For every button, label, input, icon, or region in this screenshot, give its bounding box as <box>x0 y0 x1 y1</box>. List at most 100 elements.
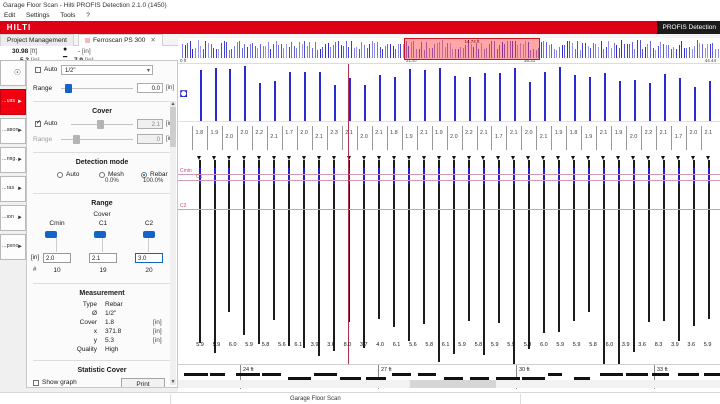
range-c2-value[interactable]: 3.0 <box>135 253 163 263</box>
rebar-marker[interactable] <box>243 160 246 335</box>
tab-project-management[interactable]: Project Management <box>0 34 74 46</box>
range-cmin-value[interactable]: 2.0 <box>43 253 71 263</box>
rebar-marker[interactable] <box>393 160 396 328</box>
menu-item-tools[interactable]: Tools <box>60 12 76 19</box>
rebar-marker[interactable] <box>677 160 680 341</box>
rebar-marker[interactable] <box>647 160 650 322</box>
scroll-down-icon[interactable]: ▼ <box>170 379 176 385</box>
spacing-value-label: 5.8 <box>589 342 597 348</box>
slider-thumb[interactable] <box>94 231 106 238</box>
rebar-marker[interactable] <box>692 160 695 326</box>
measurement-value: High <box>105 346 119 353</box>
tab-close-icon[interactable]: ✕ <box>150 37 156 44</box>
detection-mode-auto-radio[interactable] <box>57 172 63 178</box>
rail-button-measure[interactable]: ☉ <box>0 60 26 86</box>
rebar-marker[interactable] <box>318 160 321 356</box>
rail-button-results[interactable]: ...ults ► <box>0 89 26 115</box>
cover-auto-checkbox[interactable] <box>35 119 41 127</box>
rebar-marker[interactable] <box>423 160 426 324</box>
rebar-marker[interactable] <box>273 160 276 320</box>
rebar-arrow-icon <box>571 156 576 160</box>
rebar-marker[interactable] <box>617 160 620 368</box>
rebar-marker[interactable] <box>453 160 455 355</box>
panel-scrollbar[interactable]: ▲ ▼ <box>170 101 176 385</box>
rebar-marker[interactable] <box>363 160 366 348</box>
rebar-marker[interactable] <box>333 160 336 352</box>
rebar-marker[interactable] <box>438 160 440 362</box>
rebar-marker[interactable] <box>303 160 306 349</box>
slider-thumb[interactable] <box>65 84 72 93</box>
cover-separator <box>296 126 298 150</box>
overview-bar <box>280 43 282 58</box>
slider-thumb[interactable] <box>45 231 57 238</box>
rebar-marker[interactable] <box>542 160 545 333</box>
show-graph-checkbox[interactable] <box>33 380 39 386</box>
rebar-marker[interactable] <box>632 160 635 352</box>
rebar-marker[interactable] <box>378 160 381 319</box>
tab-ferroscan[interactable]: Ferroscan PS 300 ✕ <box>78 34 163 46</box>
rebar-marker[interactable] <box>258 160 261 344</box>
range-c2-slider[interactable] <box>127 227 171 253</box>
scan-cursor[interactable] <box>348 64 349 364</box>
scan-overview-strip[interactable]: 14.74 ft 0 ft 44.44 21.57 36.31 <box>178 38 720 64</box>
overview-bar <box>468 40 469 58</box>
rebar-marker[interactable] <box>228 160 231 312</box>
rebar-arrow-icon <box>706 156 710 160</box>
rebar-marker[interactable] <box>707 160 710 319</box>
range-cmin-slider[interactable] <box>35 227 79 253</box>
rebar-marker[interactable] <box>497 160 500 324</box>
diameter-range-slider[interactable] <box>61 83 133 93</box>
scan-view: 14.74 ft 0 ft 44.44 21.57 36.31 ◘ 1.8 1.9… <box>178 38 720 404</box>
rail-button-snapshots[interactable]: ...pshots ► <box>0 234 26 260</box>
overview-bar <box>228 49 230 58</box>
rebar-marker[interactable] <box>557 160 560 333</box>
rail-button-cameras[interactable]: ...ras ► <box>0 176 26 202</box>
signal-bar <box>633 80 636 121</box>
range-c1-value[interactable]: 2.1 <box>89 253 117 263</box>
print-button[interactable]: Print <box>121 378 165 387</box>
menu-item-settings[interactable]: Settings <box>26 12 50 19</box>
rebar-marker[interactable] <box>468 160 470 321</box>
rebar-marker[interactable] <box>408 160 411 341</box>
panel-scrollbar-thumb[interactable] <box>170 107 176 147</box>
rebar-marker[interactable] <box>662 160 665 321</box>
rebar-marker[interactable] <box>482 160 485 355</box>
detection-mode-mesh-radio[interactable] <box>99 172 105 178</box>
rebar-marker[interactable] <box>587 160 590 313</box>
chevron-right-icon: ► <box>17 99 23 105</box>
overview-selection[interactable]: 14.74 ft <box>404 38 540 60</box>
rebar-marker[interactable] <box>527 160 530 350</box>
menu-item-help[interactable]: ? <box>86 12 90 19</box>
rebar-arrow-icon <box>406 156 411 160</box>
rebar-marker[interactable] <box>198 160 201 343</box>
rebar-marker[interactable] <box>602 160 605 369</box>
scan-plot[interactable]: ◘ 1.8 1.9 2.0 2.0 2.2 2.1 1.7 2.0 2.1 2.3 2.1 2.0 2.… <box>178 64 720 369</box>
range-c1-slider[interactable] <box>81 227 125 253</box>
rail-button-config[interactable]: ...nfig. ► <box>0 147 26 173</box>
rebar-marker[interactable] <box>572 160 575 321</box>
overview-bar <box>530 49 532 58</box>
detection-mode-rebar-radio[interactable] <box>141 172 147 178</box>
overview-bar <box>553 49 555 58</box>
rail-button-evaluation[interactable]: ...ation ► <box>0 118 26 144</box>
diameter-select[interactable]: 1/2" ▾ <box>61 65 153 75</box>
cover-separator <box>221 126 223 150</box>
rebar-marker[interactable] <box>512 160 515 366</box>
menu-item-edit[interactable]: Edit <box>4 12 16 19</box>
slider-thumb[interactable] <box>97 120 104 129</box>
rail-button-section[interactable]: ...ion ► <box>0 205 26 231</box>
range-column-c2-label: C2 <box>144 220 154 227</box>
rebar-marker[interactable] <box>288 160 291 347</box>
spacing-value-label: 8.0 <box>343 342 352 348</box>
rebar-marker[interactable] <box>213 160 216 353</box>
diameter-range-value[interactable]: 0.0 <box>137 83 163 93</box>
cover-auto-slider[interactable] <box>71 119 133 129</box>
slider-thumb[interactable] <box>143 231 155 238</box>
scroll-up-icon[interactable]: ▲ <box>170 101 176 107</box>
rebar-marker[interactable] <box>348 160 351 323</box>
cover-value-label: 2.1 <box>479 130 488 136</box>
horizontal-scrollbar-thumb[interactable] <box>410 380 496 388</box>
overview-bar <box>270 48 272 58</box>
diameter-auto-checkbox[interactable] <box>35 67 41 73</box>
horizontal-scrollbar[interactable] <box>178 380 720 388</box>
